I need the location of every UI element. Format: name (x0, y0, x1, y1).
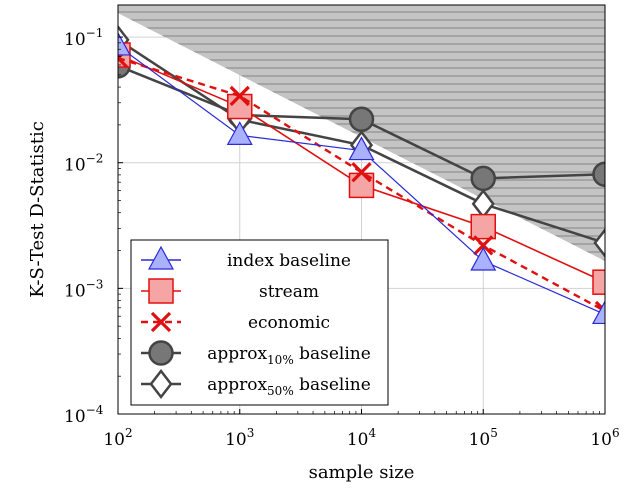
legend-box (130, 239, 389, 406)
legend-item-2: stream (141, 278, 319, 304)
x-tick-label: 105 (469, 426, 498, 450)
x-tick-label: 102 (103, 426, 132, 450)
data-point (593, 227, 605, 258)
data-point (348, 106, 375, 132)
data-point (348, 136, 375, 161)
y-tick-label: 10−1 (64, 26, 103, 50)
legend-marker (147, 245, 175, 270)
plot-area (118, 5, 605, 414)
data-point (470, 165, 496, 192)
y-tick-label: 10−3 (64, 277, 103, 301)
series-2 (118, 42, 605, 295)
data-point (348, 172, 375, 199)
legend-item-1: index baseline (141, 245, 351, 271)
data-point (470, 246, 497, 271)
series-1 (118, 31, 605, 325)
data-point (470, 213, 496, 240)
data-point (226, 121, 253, 145)
legend-marker (148, 278, 174, 304)
axes: 102 103 104 105 106 10−1 10−2 10−3 10−4 sample si… (27, 4, 620, 483)
x-tick-label: 103 (225, 426, 254, 450)
legend-marker (148, 340, 174, 366)
data-point (229, 85, 250, 107)
legend-marker (149, 368, 173, 400)
data-point (592, 161, 605, 187)
legend-marker (150, 311, 172, 333)
data-point (351, 162, 372, 183)
data-point (591, 300, 605, 325)
legend-label: approx50% baseline (207, 375, 371, 398)
y-axis-label: K-S-Test D-Statistic (27, 121, 48, 298)
legend-label: index baseline (227, 251, 351, 271)
data-point (473, 235, 494, 256)
x-axis-label: sample size (309, 462, 415, 483)
data-point (227, 93, 253, 120)
data-point (592, 269, 605, 295)
legend-item-4: approx10% baseline (141, 340, 371, 367)
legend-label: approx10% baseline (207, 344, 371, 367)
legend-item-5: approx50% baseline (141, 368, 371, 400)
y-tick-label: 10−4 (64, 403, 104, 427)
x-tick-label: 104 (347, 426, 377, 450)
series-line (118, 56, 605, 313)
legend-label: economic (248, 313, 330, 333)
x-tick-label: 106 (590, 426, 619, 450)
legend-label: stream (259, 282, 319, 302)
legend-item-3: economic (141, 311, 330, 333)
y-tick-label: 10−2 (64, 152, 103, 176)
legend: index baseline stream economic approx10% ba… (130, 239, 389, 406)
